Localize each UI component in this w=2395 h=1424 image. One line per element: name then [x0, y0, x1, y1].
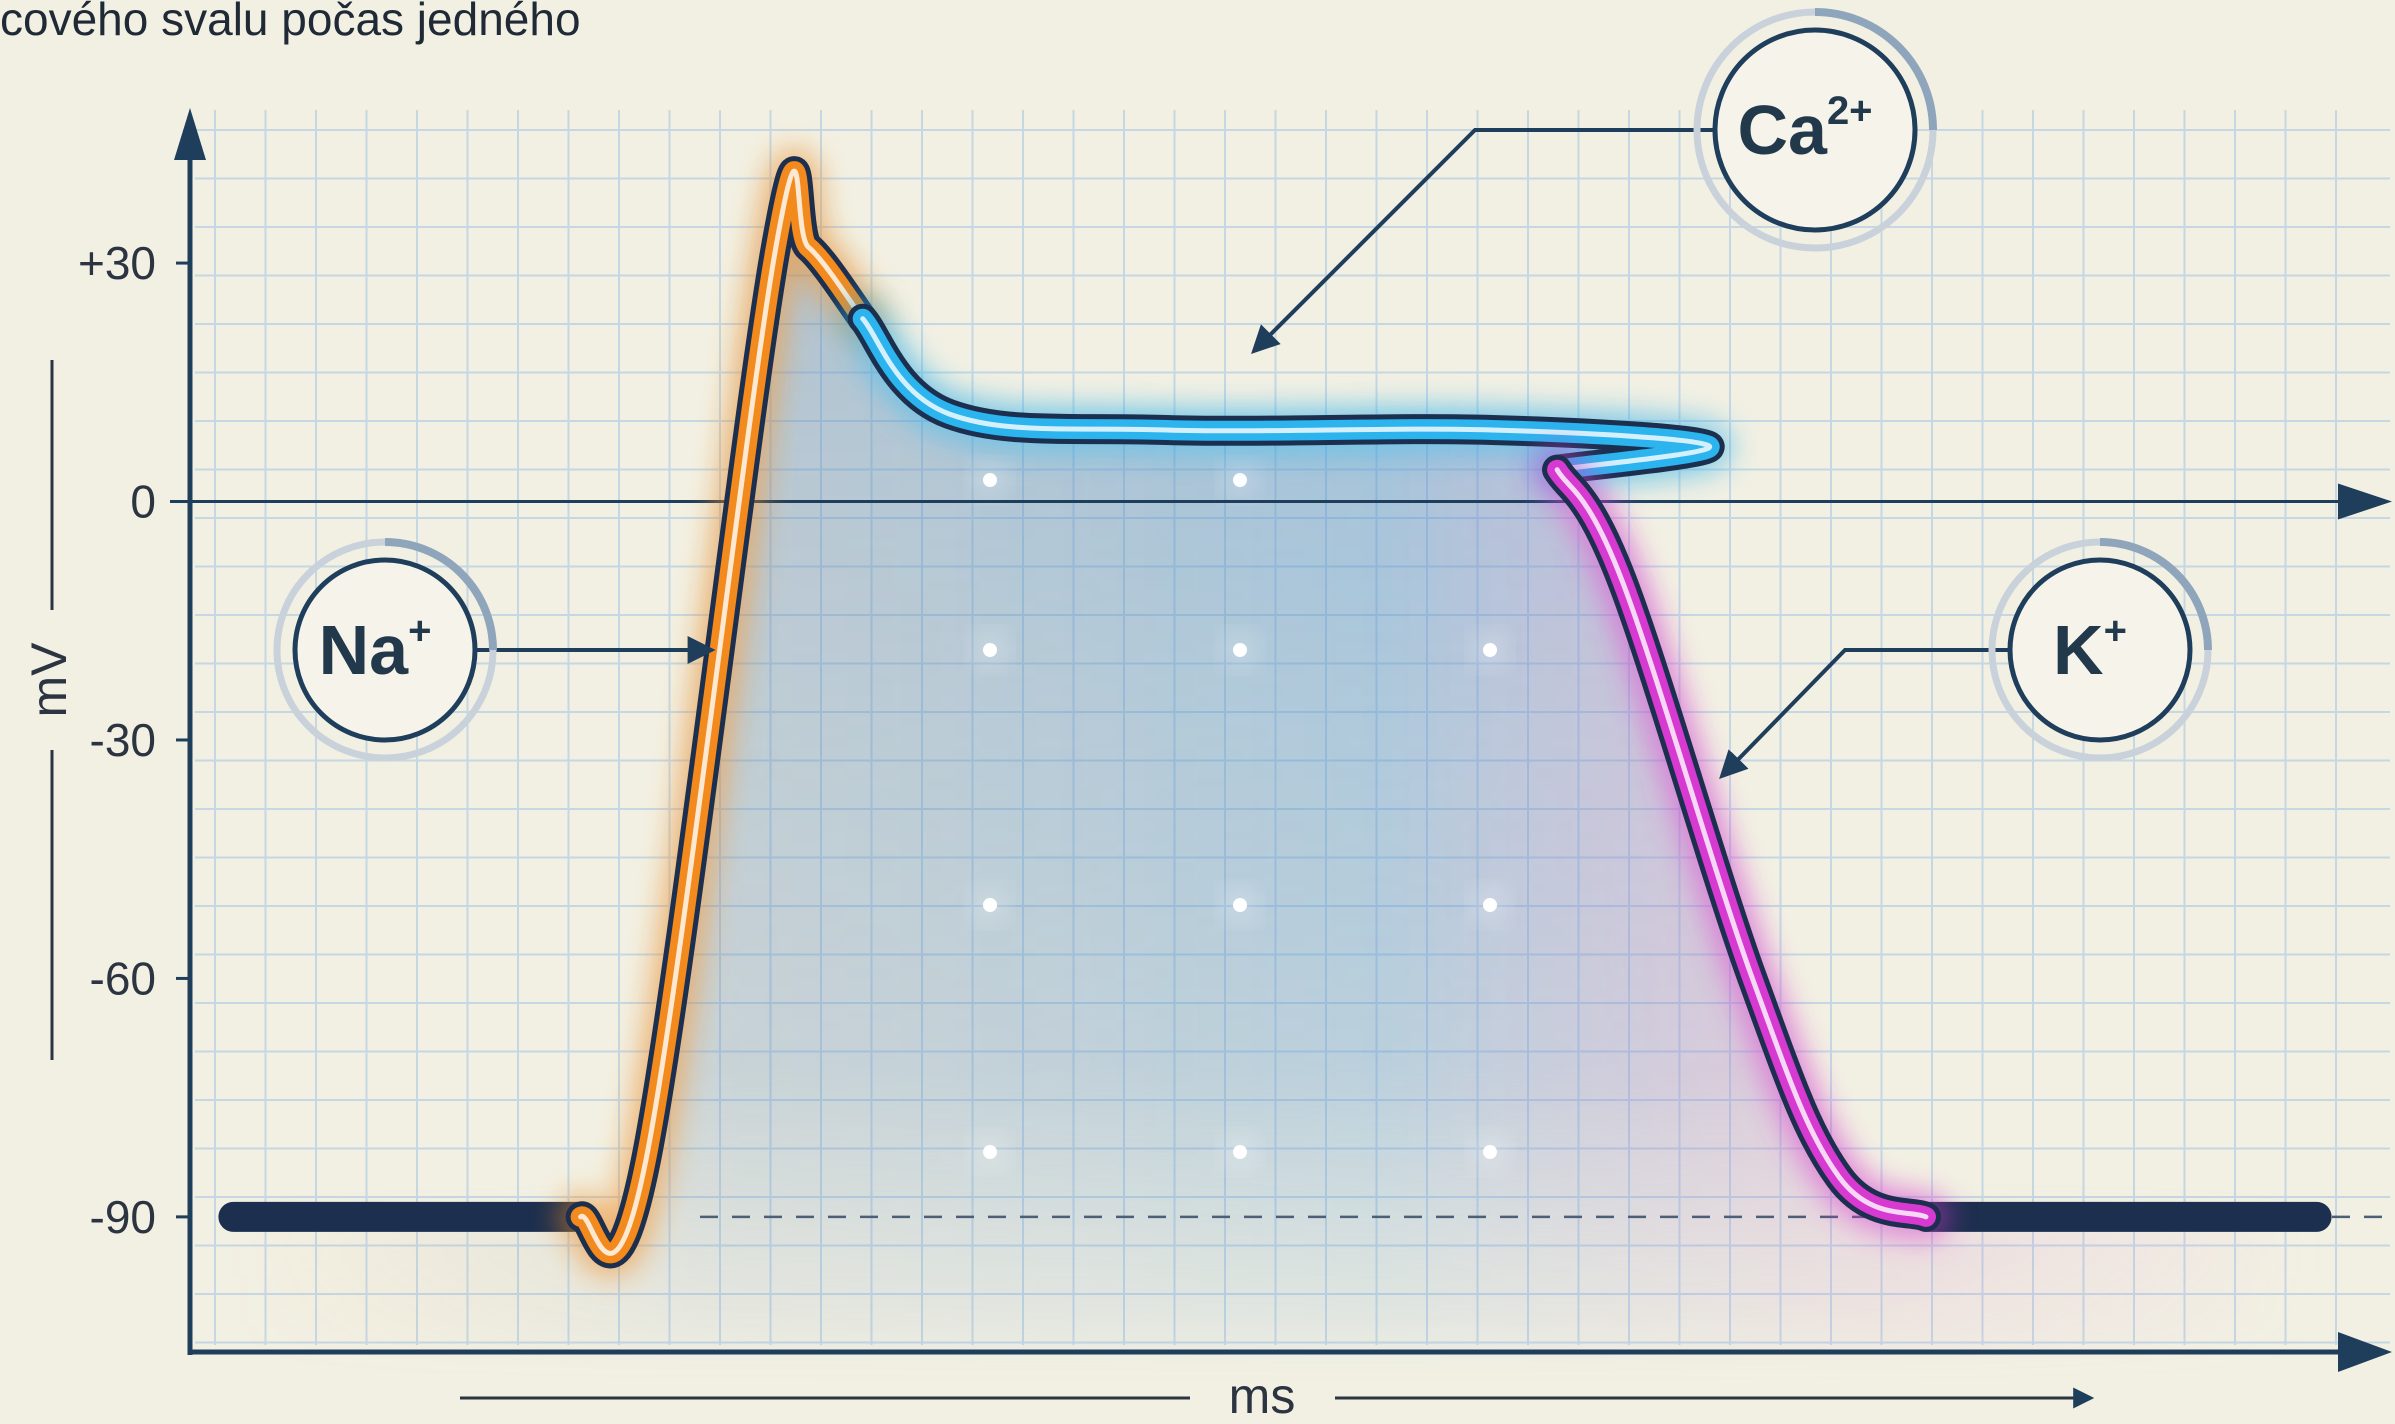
y-tick-label: 0	[130, 476, 156, 528]
chart-title-fragment: cového svalu počas jedného	[0, 0, 581, 45]
glow-point	[983, 898, 997, 912]
badge-arc-na	[384, 538, 497, 651]
curve-highlight-plateau	[860, 316, 1712, 473]
curve-highlight-depolarization	[578, 168, 866, 1256]
x-axis-title: ms	[1229, 1368, 1296, 1424]
y-tick-label: -30	[90, 714, 156, 766]
action-potential-curve	[218, 148, 2332, 1277]
grid-highlight-points	[974, 464, 1506, 1168]
y-axis-title: mV	[21, 642, 77, 718]
glow-point	[1483, 898, 1497, 912]
glow-point	[1233, 643, 1247, 657]
glow-point	[1233, 473, 1247, 487]
zero-line-arrow	[2338, 483, 2392, 520]
ion-label-ca: Ca2+	[1737, 89, 1872, 169]
y-tick-label: -90	[90, 1191, 156, 1243]
badge-arc-ca	[1814, 8, 1937, 131]
ion-annotations: Na+Ca2+K+	[273, 8, 2212, 780]
axis-titles: mV ms	[21, 360, 2095, 1424]
glow-point	[1233, 898, 1247, 912]
annotation-arrow-k	[1719, 648, 2010, 780]
badge-circle-ca	[1712, 27, 1918, 233]
y-tick-label: +30	[78, 237, 156, 289]
y-axis-arrow	[174, 108, 206, 160]
badge-circle-na	[292, 557, 478, 743]
glow-point	[1483, 1145, 1497, 1159]
glow-point	[1483, 643, 1497, 657]
y-tick-label: -60	[90, 952, 156, 1004]
glow-point	[1233, 1145, 1247, 1159]
glow-point	[983, 643, 997, 657]
badge-arc-k	[2099, 538, 2212, 651]
glow-point	[983, 1145, 997, 1159]
y-tick-labels: +30 0 -30 -60 -90	[78, 237, 190, 1243]
badge-circle-k	[2007, 557, 2193, 743]
ion-label-na: Na+	[319, 609, 432, 689]
annotation-arrow-ca	[1251, 128, 1715, 354]
x-axis-arrow	[2338, 1332, 2392, 1372]
curve-highlight-repolarization	[1554, 467, 1929, 1220]
axes	[170, 108, 2392, 1372]
glow-point	[983, 473, 997, 487]
